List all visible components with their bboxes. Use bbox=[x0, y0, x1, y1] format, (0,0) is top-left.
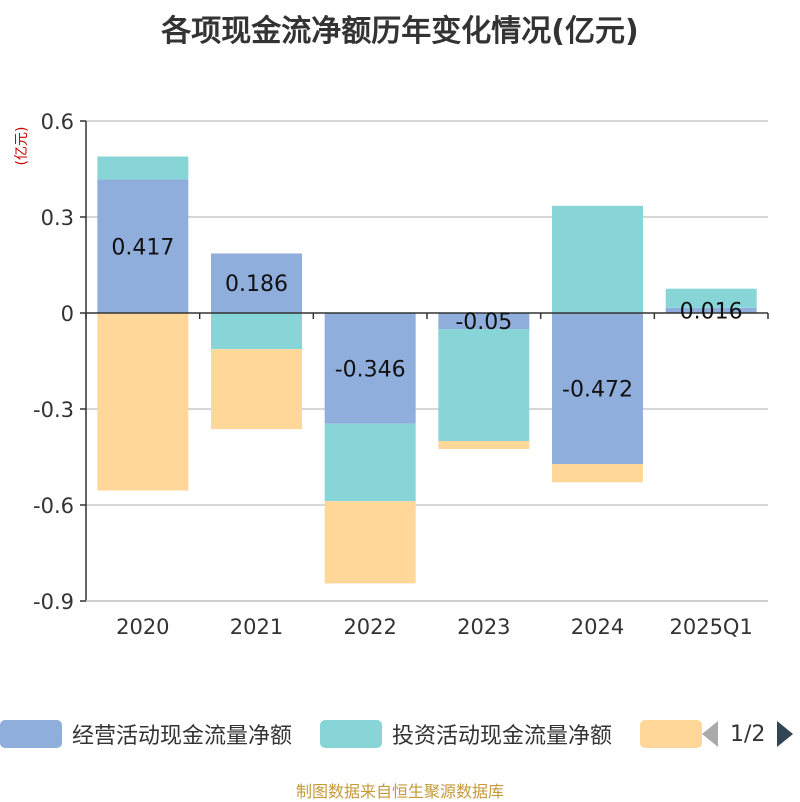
chart-title: 各项现金流净额历年变化情况(亿元) bbox=[161, 14, 639, 49]
y-tick-label: 0.3 bbox=[41, 206, 74, 230]
data-label-2025Q1: 0.016 bbox=[680, 299, 743, 324]
y-tick-label: 0 bbox=[61, 302, 74, 326]
bar-series-0-2020[interactable] bbox=[97, 179, 189, 313]
y-tick-label: -0.9 bbox=[33, 590, 74, 614]
legend-item-financing[interactable] bbox=[640, 716, 712, 752]
bar-series-1-2025Q1[interactable] bbox=[665, 288, 757, 308]
bar-series-0-2021[interactable] bbox=[211, 253, 302, 313]
legend-item-operating[interactable]: 经营活动现金流量净额 bbox=[0, 716, 292, 752]
x-tick-label-2020: 2020 bbox=[116, 615, 169, 639]
data-label-2024: -0.472 bbox=[562, 378, 633, 403]
data-label-2022: -0.346 bbox=[335, 357, 406, 382]
footer-source: 制图数据来自恒生聚源数据库 bbox=[295, 782, 504, 801]
bar-series-1-2020[interactable] bbox=[97, 156, 189, 180]
data-label-2020: 0.417 bbox=[111, 235, 174, 260]
legend-swatch-financing bbox=[640, 720, 702, 748]
bar-series-1-2023[interactable] bbox=[438, 329, 530, 441]
bar-series-0-2023[interactable] bbox=[438, 313, 530, 329]
bar-series-2-2022[interactable] bbox=[324, 501, 416, 584]
data-label-2023: -0.05 bbox=[455, 310, 512, 335]
legend-swatch-investing bbox=[320, 720, 382, 748]
legend-item-investing[interactable]: 投资活动现金流量净额 bbox=[320, 716, 612, 752]
y-tick-label: 0.6 bbox=[41, 110, 74, 134]
legend-label-investing: 投资活动现金流量净额 bbox=[392, 724, 613, 749]
x-tick-label-2022: 2022 bbox=[343, 615, 396, 639]
x-tick-label-2024: 2024 bbox=[571, 615, 624, 639]
bar-series-1-2022[interactable] bbox=[324, 423, 416, 502]
y-tick-label: -0.3 bbox=[33, 398, 74, 422]
triangle-left-icon[interactable] bbox=[700, 719, 720, 749]
legend: 经营活动现金流量净额 投资活动现金流量净额 bbox=[0, 716, 800, 752]
bar-series-0-2022[interactable] bbox=[324, 313, 416, 424]
x-tick-label-2025Q1: 2025Q1 bbox=[669, 615, 752, 639]
legend-label-operating: 经营活动现金流量净额 bbox=[72, 724, 293, 749]
bar-series-2-2023[interactable] bbox=[438, 441, 530, 449]
bar-series-2-2021[interactable] bbox=[211, 349, 302, 430]
legend-pager: 1/2 bbox=[700, 716, 795, 752]
bar-series-1-2021[interactable] bbox=[211, 313, 302, 350]
bar-series-2-2024[interactable] bbox=[552, 464, 643, 483]
bar-series-0-2025Q1[interactable] bbox=[665, 307, 757, 313]
y-axis-label: (亿元) bbox=[14, 127, 30, 166]
bar-series-1-2024[interactable] bbox=[552, 205, 643, 313]
data-label-2021: 0.186 bbox=[225, 272, 288, 297]
legend-swatch-operating bbox=[0, 720, 62, 748]
x-tick-label-2021: 2021 bbox=[230, 615, 283, 639]
legend-page-indicator: 1/2 bbox=[730, 721, 766, 747]
bar-series-2-2020[interactable] bbox=[97, 313, 189, 491]
x-tick-label-2023: 2023 bbox=[457, 615, 510, 639]
y-tick-label: -0.6 bbox=[33, 494, 74, 518]
bar-series-0-2024[interactable] bbox=[552, 313, 643, 465]
triangle-right-icon[interactable] bbox=[775, 719, 795, 749]
bar-chart: 0.6 0.3 0 -0.3 -0.6 -0.9 0.417 2020 0.186 2021 -0.… bbox=[14, 110, 769, 639]
